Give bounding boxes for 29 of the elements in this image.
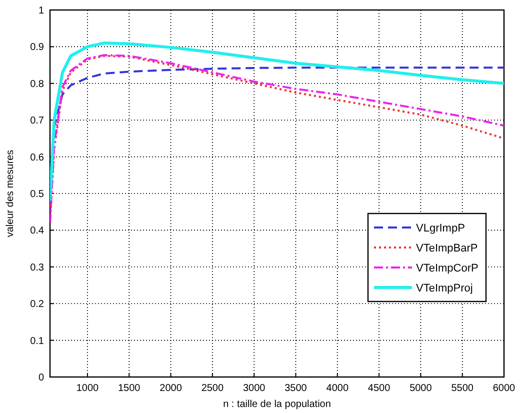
legend-label: VTeImpProj bbox=[416, 282, 473, 294]
x-tick-label: 2000 bbox=[160, 383, 182, 394]
x-tick-label: 5500 bbox=[451, 383, 474, 394]
y-tick-label: 0.5 bbox=[30, 189, 44, 200]
x-tick-label: 1000 bbox=[76, 383, 100, 394]
line-series bbox=[50, 42, 504, 202]
y-tick-label: 0.1 bbox=[30, 336, 44, 347]
y-axis-title: valeur des mesures bbox=[5, 150, 16, 238]
x-tick-label: 6000 bbox=[492, 383, 516, 394]
x-tick-label: 5000 bbox=[410, 383, 432, 394]
y-tick-label: 0.8 bbox=[30, 78, 44, 90]
y-tick-label: 1 bbox=[38, 6, 44, 16]
y-tick-label: 0.3 bbox=[30, 262, 44, 274]
legend-label: VTeImpBarP bbox=[416, 242, 478, 254]
y-tick-label: 0.6 bbox=[30, 152, 44, 164]
y-tick-label: 0.7 bbox=[30, 116, 44, 127]
legend-label: VLgrImpP bbox=[416, 222, 465, 234]
y-tick-label: 0.4 bbox=[30, 226, 44, 237]
y-tick-label: 0.2 bbox=[30, 299, 44, 310]
x-tick-label: 4000 bbox=[326, 383, 349, 394]
x-axis-title: n : taille de la population bbox=[223, 399, 331, 410]
x-tick-label: 1500 bbox=[118, 383, 141, 394]
y-tick-label: 0.9 bbox=[30, 42, 44, 54]
y-tick-label: 0 bbox=[38, 372, 44, 384]
x-tick-label: 4500 bbox=[368, 383, 391, 394]
legend-label: VTeImpCorP bbox=[416, 262, 478, 274]
x-tick-label: 2500 bbox=[201, 383, 224, 394]
x-tick-label: 3000 bbox=[242, 383, 266, 394]
x-tick-label: 3500 bbox=[284, 383, 308, 394]
